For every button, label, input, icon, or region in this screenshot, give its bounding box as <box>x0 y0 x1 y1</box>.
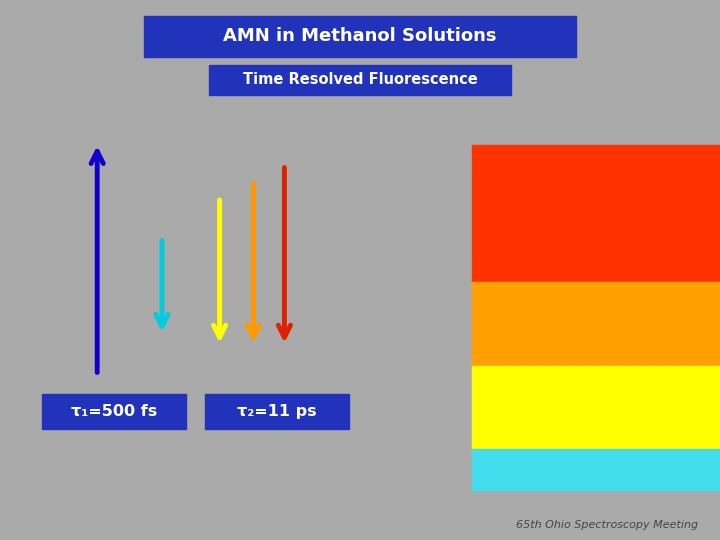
Text: AMN in Methanol Solutions: AMN in Methanol Solutions <box>223 27 497 45</box>
Bar <box>209 65 511 94</box>
Bar <box>472 282 720 366</box>
Text: τ₁=500 fs: τ₁=500 fs <box>71 404 157 419</box>
Bar <box>472 449 720 490</box>
Bar <box>144 16 576 57</box>
Bar <box>472 145 720 282</box>
Bar <box>42 394 186 429</box>
Text: Time Resolved Fluorescence: Time Resolved Fluorescence <box>243 72 477 87</box>
Text: τ₂=11 ps: τ₂=11 ps <box>238 404 317 419</box>
Text: 65th Ohio Spectroscopy Meeting: 65th Ohio Spectroscopy Meeting <box>516 520 698 530</box>
Bar <box>205 394 349 429</box>
Bar <box>472 366 720 449</box>
